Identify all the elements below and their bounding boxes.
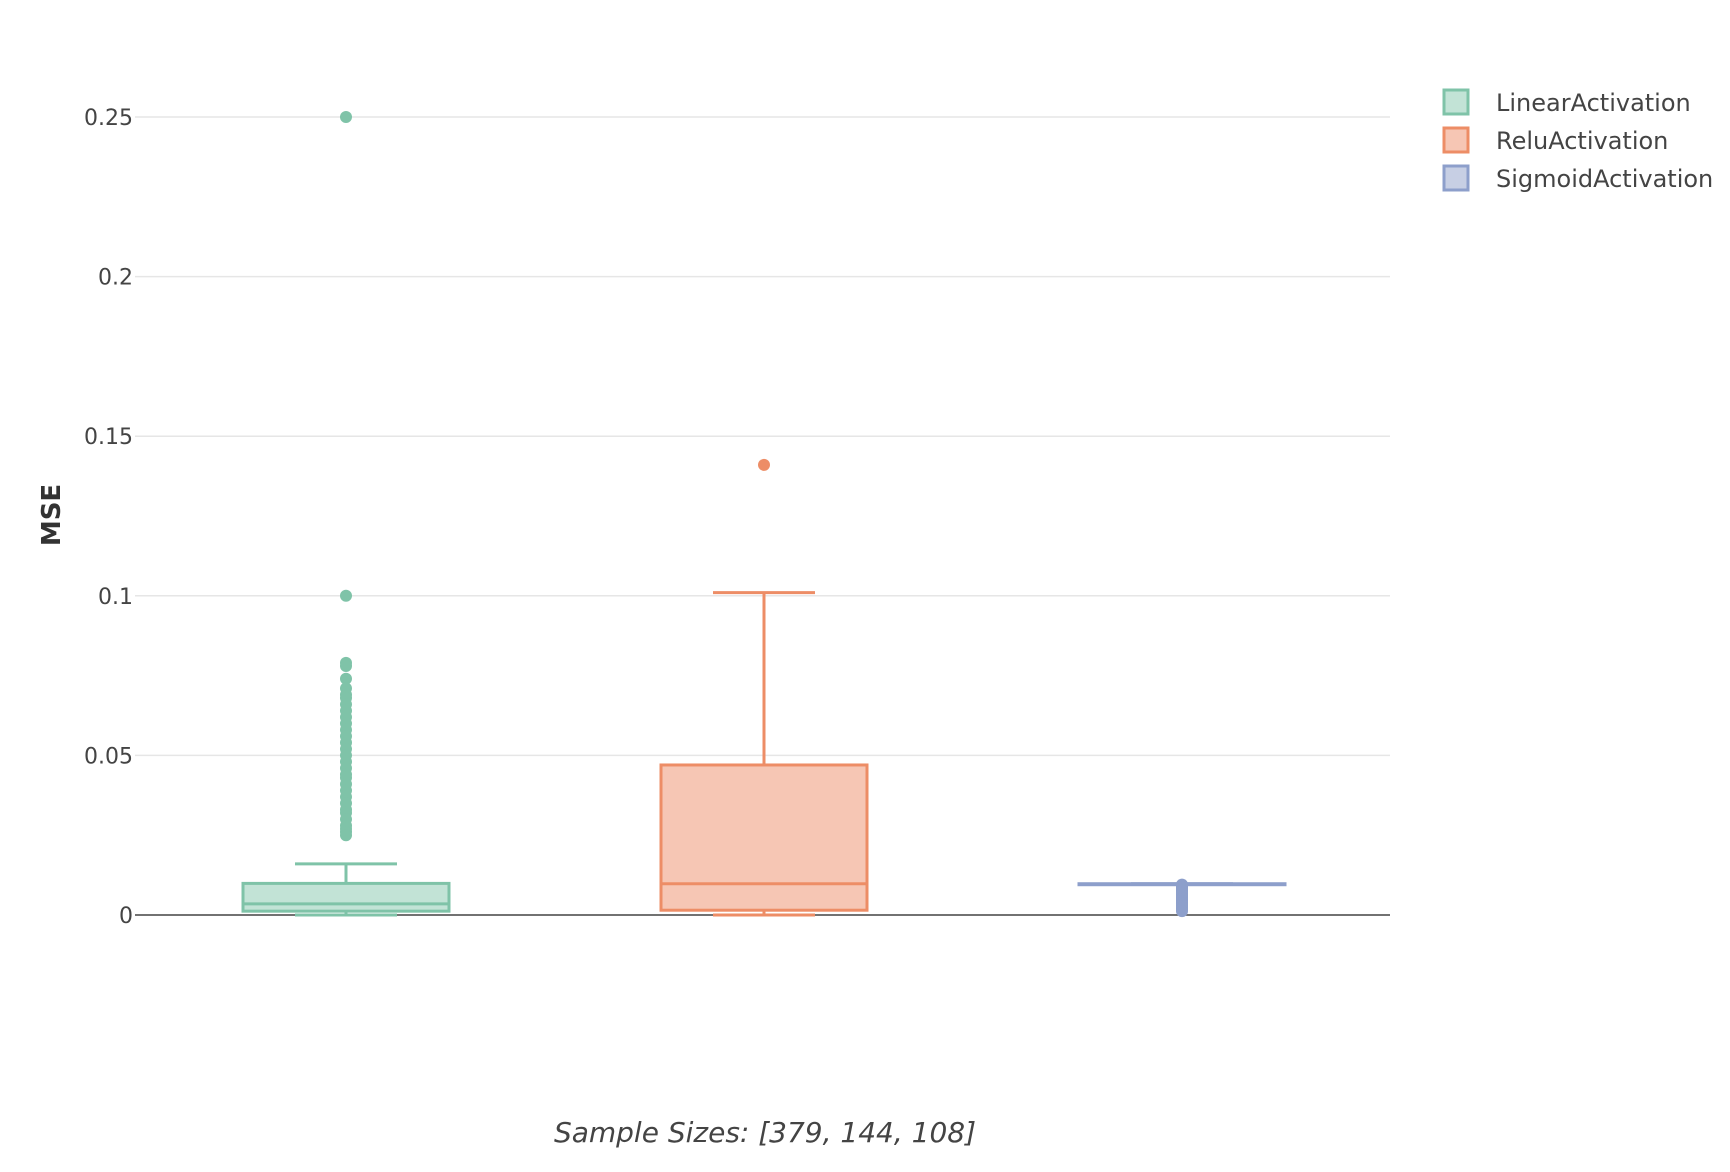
legend-item-linearactivation[interactable]: LinearActivation bbox=[1442, 88, 1691, 117]
legend-swatch bbox=[1442, 88, 1470, 116]
legend-label: SigmoidActivation bbox=[1496, 165, 1713, 193]
interquartile-box bbox=[659, 763, 869, 912]
outlier-point bbox=[340, 829, 352, 842]
y-tick-label: 0.25 bbox=[84, 106, 133, 131]
legend-label: ReluActivation bbox=[1496, 127, 1668, 155]
y-axis-title: MSE bbox=[37, 484, 67, 546]
boxes bbox=[241, 111, 1287, 918]
legend-item-reluactivation[interactable]: ReluActivation bbox=[1442, 126, 1668, 155]
box-sigmoidactivation[interactable] bbox=[1077, 878, 1287, 918]
interquartile-box bbox=[241, 881, 451, 913]
x-axis-title: Sample Sizes: [379, 144, 108] bbox=[554, 1116, 976, 1149]
legend-swatch bbox=[1442, 126, 1470, 154]
y-tick-label: 0.2 bbox=[98, 266, 133, 291]
outlier-point bbox=[1176, 905, 1188, 918]
outlier-point bbox=[340, 660, 352, 673]
y-tick-label: 0.1 bbox=[98, 585, 133, 610]
outlier-point bbox=[340, 672, 352, 685]
legend-swatch bbox=[1442, 164, 1470, 192]
box-reluactivation[interactable] bbox=[659, 458, 869, 917]
legend-item-sigmoidactivation[interactable]: SigmoidActivation bbox=[1442, 164, 1713, 193]
legend[interactable]: LinearActivation ReluActivation SigmoidAct… bbox=[1442, 88, 1713, 193]
outlier-point bbox=[340, 111, 352, 123]
y-tick-label: 0.15 bbox=[84, 425, 133, 450]
outlier-point bbox=[340, 589, 352, 602]
outlier-point bbox=[758, 458, 770, 471]
y-tick-label: 0 bbox=[119, 904, 133, 929]
legend-label: LinearActivation bbox=[1496, 89, 1691, 117]
y-tick-label: 0.05 bbox=[84, 744, 133, 769]
box-linearactivation[interactable] bbox=[241, 111, 451, 917]
y-axis-ticks: 0 0.05 0.1 0.15 0.2 0.25 bbox=[84, 106, 133, 929]
